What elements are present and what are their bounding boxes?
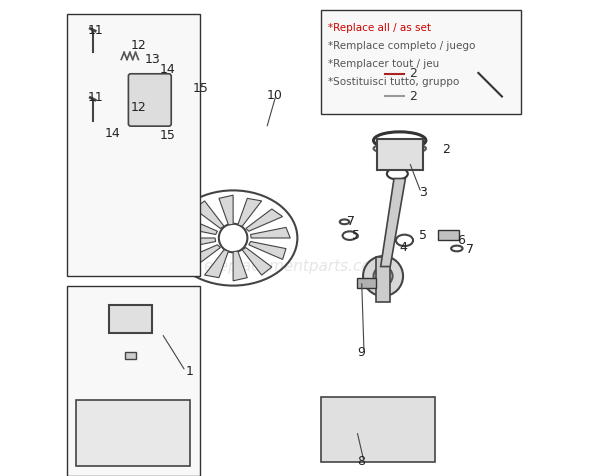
Bar (125, 352, 136, 359)
Text: 2: 2 (409, 67, 417, 80)
Text: 1: 1 (185, 365, 194, 378)
Circle shape (125, 427, 136, 439)
Bar (357, 278, 376, 288)
Polygon shape (195, 201, 224, 228)
Text: 4: 4 (399, 241, 408, 254)
Text: 7: 7 (466, 243, 474, 257)
Polygon shape (219, 195, 233, 225)
Polygon shape (181, 217, 218, 235)
Polygon shape (183, 245, 220, 267)
Text: 5: 5 (352, 229, 360, 242)
Text: 8: 8 (357, 455, 365, 468)
Polygon shape (233, 251, 247, 281)
Polygon shape (246, 209, 283, 231)
Text: ereplacementparts.com: ereplacementparts.com (204, 259, 386, 274)
Text: 12: 12 (131, 39, 146, 52)
Bar (321, 10, 521, 114)
Bar (438, 230, 459, 240)
Text: 11: 11 (88, 91, 104, 104)
Text: *Replace all / as set: *Replace all / as set (328, 23, 431, 33)
Bar (67, 14, 200, 276)
Text: 11: 11 (88, 24, 104, 38)
Bar (67, 286, 200, 476)
Text: 9: 9 (357, 346, 365, 359)
Text: 13: 13 (145, 53, 161, 66)
Text: 14: 14 (104, 127, 120, 140)
Circle shape (168, 442, 179, 453)
Circle shape (363, 256, 403, 296)
Text: 2: 2 (442, 143, 450, 157)
Text: 6: 6 (457, 234, 465, 247)
Text: 10: 10 (267, 89, 282, 102)
Text: 2: 2 (409, 89, 417, 103)
Circle shape (82, 442, 94, 453)
Bar (109, 305, 152, 333)
Circle shape (420, 437, 432, 448)
Polygon shape (249, 241, 286, 259)
Text: *Sostituisci tutto, gruppo: *Sostituisci tutto, gruppo (328, 77, 460, 87)
Bar (321, 397, 435, 462)
Polygon shape (381, 178, 405, 267)
Text: 5: 5 (419, 229, 427, 242)
Circle shape (368, 423, 379, 434)
Text: 15: 15 (159, 129, 175, 142)
Polygon shape (376, 257, 390, 302)
Polygon shape (242, 248, 272, 275)
Polygon shape (205, 250, 228, 278)
Text: 7: 7 (348, 215, 355, 228)
Text: 12: 12 (131, 100, 146, 114)
Text: 15: 15 (193, 81, 208, 95)
Bar (76, 400, 191, 466)
Polygon shape (176, 238, 216, 248)
Polygon shape (251, 228, 290, 238)
Text: 3: 3 (419, 186, 427, 199)
Text: *Remplacer tout / jeu: *Remplacer tout / jeu (328, 59, 440, 69)
Circle shape (325, 437, 336, 448)
Polygon shape (238, 198, 262, 226)
Text: *Remplace completo / juego: *Remplace completo / juego (328, 41, 476, 51)
FancyBboxPatch shape (129, 74, 171, 126)
Text: 14: 14 (159, 62, 175, 76)
Bar (377, 139, 422, 170)
